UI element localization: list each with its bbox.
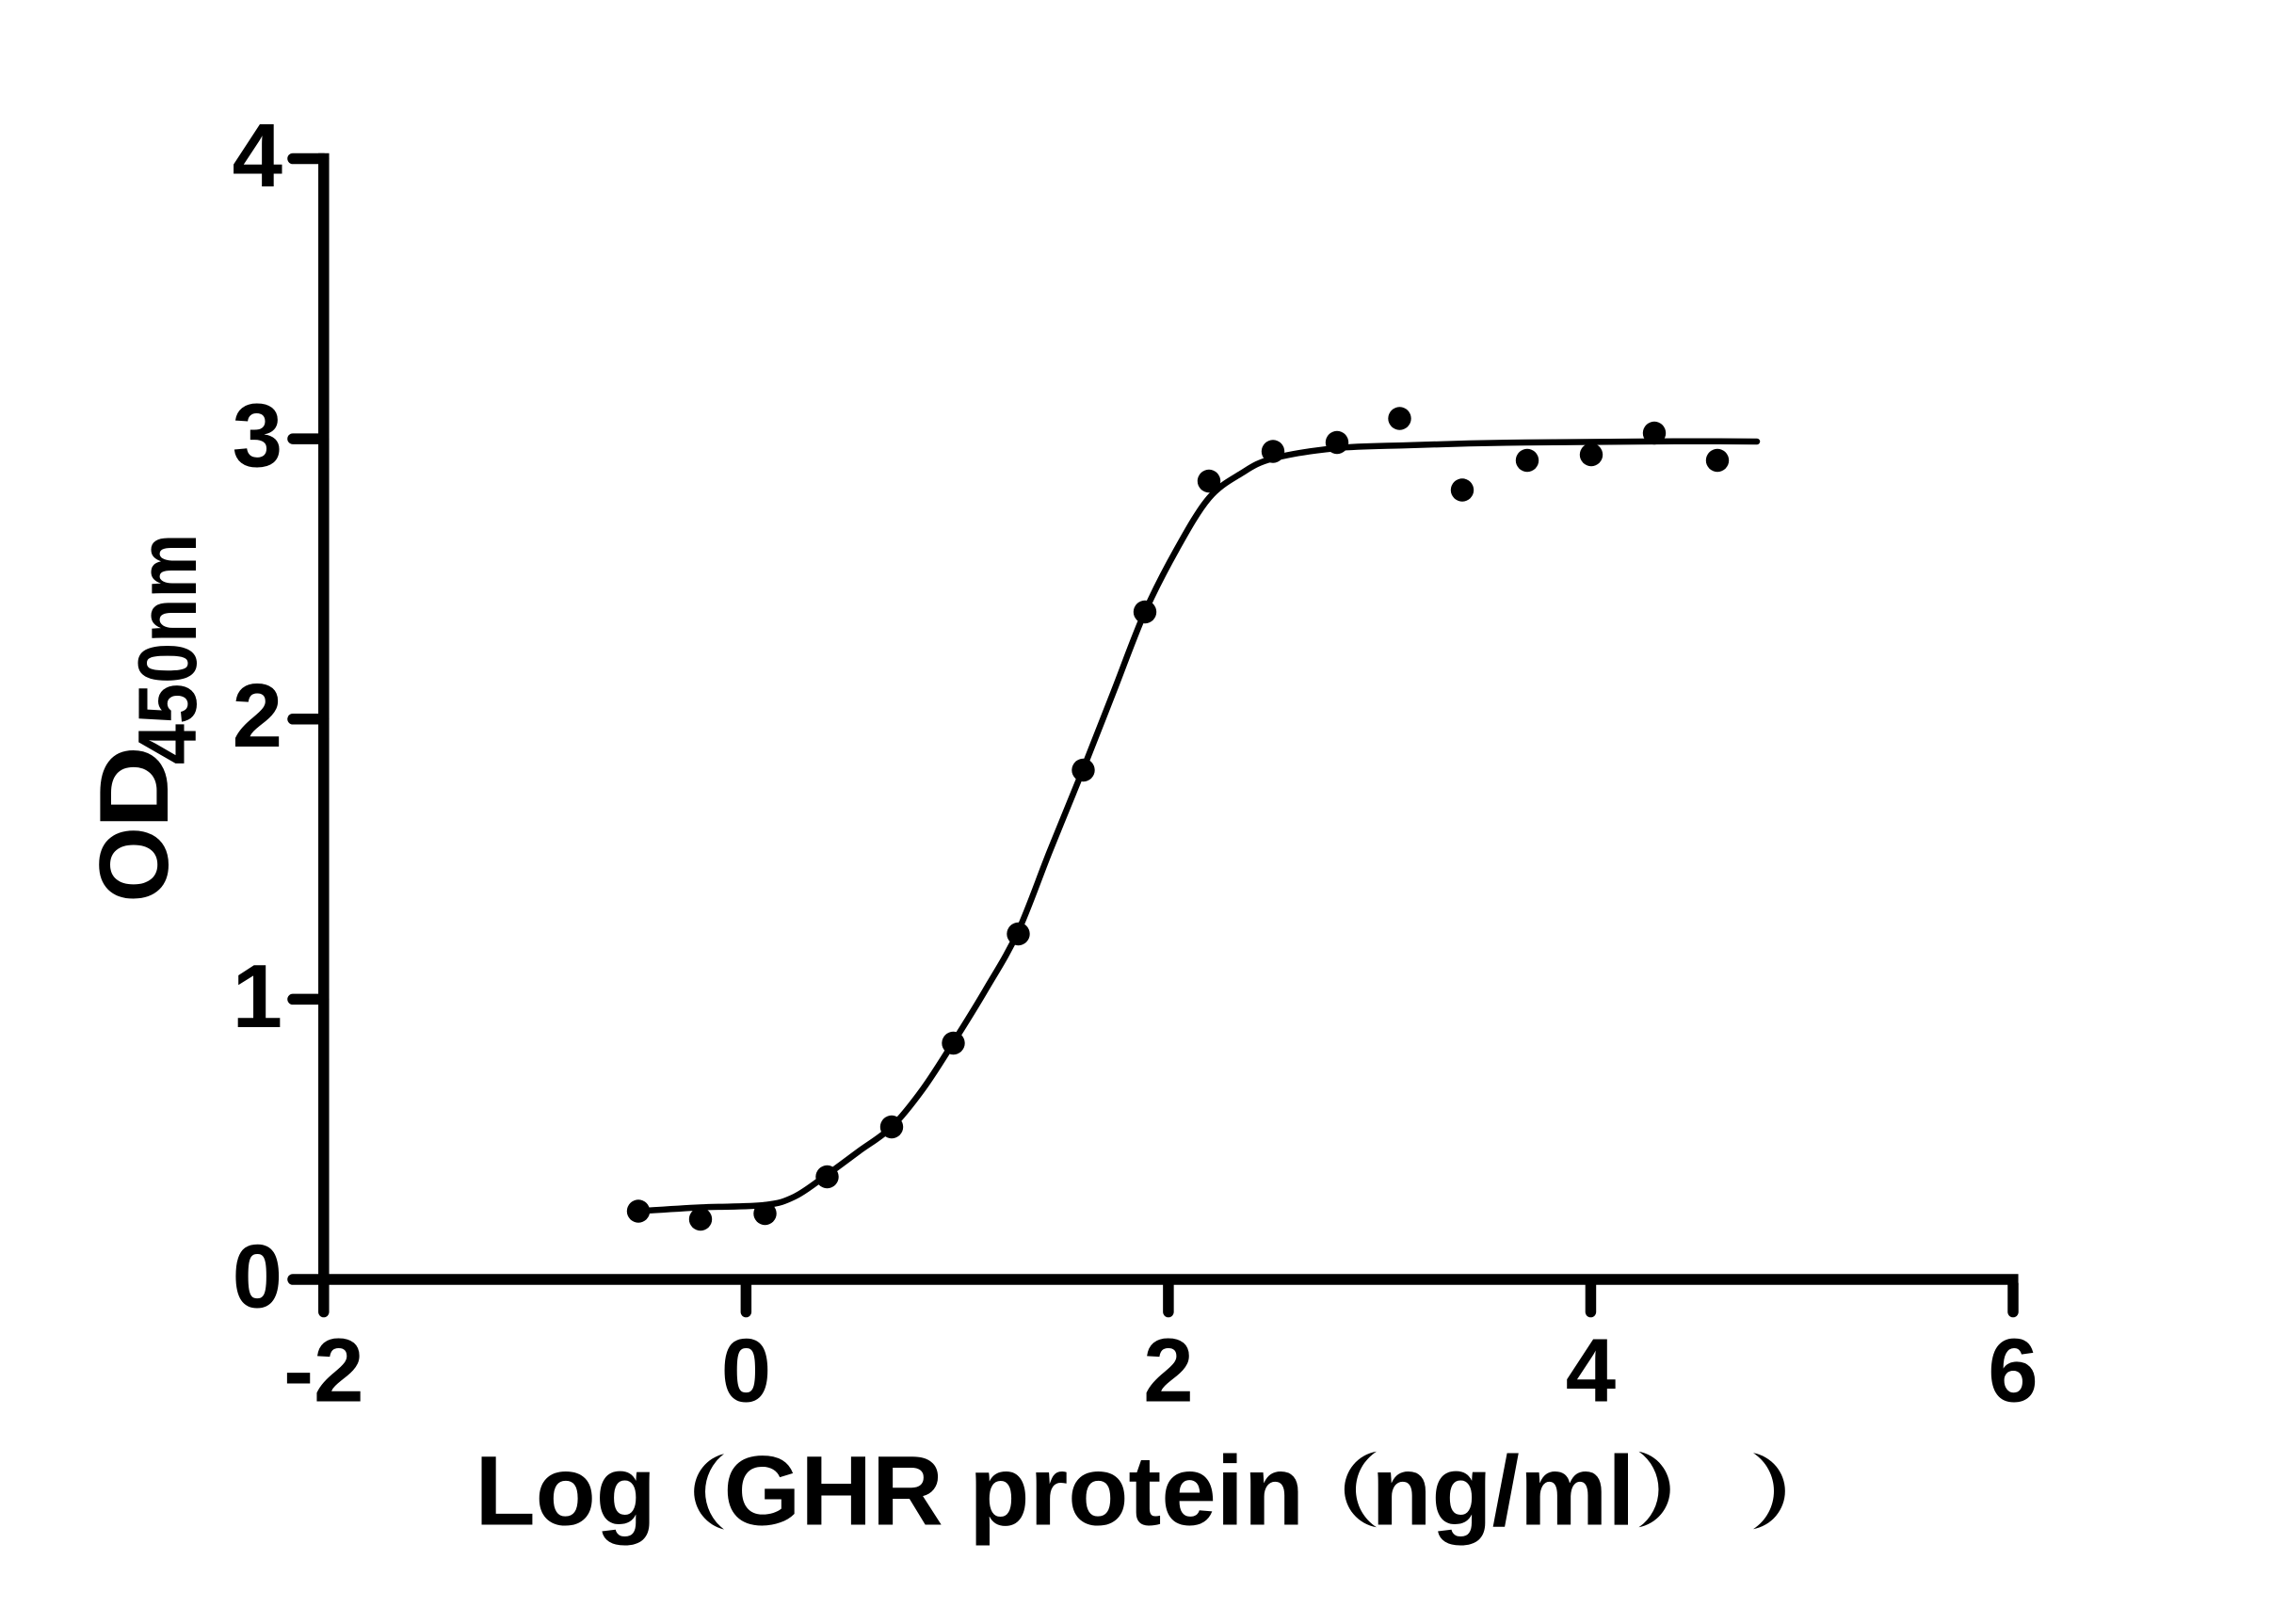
svg-text:-2: -2 — [283, 1321, 363, 1422]
svg-text:ng/ml: ng/ml — [1371, 1437, 1635, 1547]
svg-text:6: 6 — [1988, 1321, 2038, 1422]
svg-text:Log: Log — [475, 1437, 656, 1547]
svg-text:D: D — [80, 746, 189, 829]
svg-text:3: 3 — [233, 386, 282, 487]
svg-text:0: 0 — [721, 1321, 771, 1422]
svg-text:450nm: 450nm — [121, 534, 214, 764]
svg-text:GHR: GHR — [724, 1437, 943, 1547]
svg-text:4: 4 — [1566, 1321, 1616, 1422]
svg-text:2: 2 — [1143, 1321, 1193, 1422]
svg-text:O: O — [80, 827, 189, 903]
svg-text:4: 4 — [233, 105, 282, 206]
svg-text:1: 1 — [233, 946, 282, 1047]
svg-text:protein: protein — [969, 1437, 1304, 1547]
svg-text:2: 2 — [233, 666, 282, 766]
svg-text:0: 0 — [233, 1227, 282, 1327]
